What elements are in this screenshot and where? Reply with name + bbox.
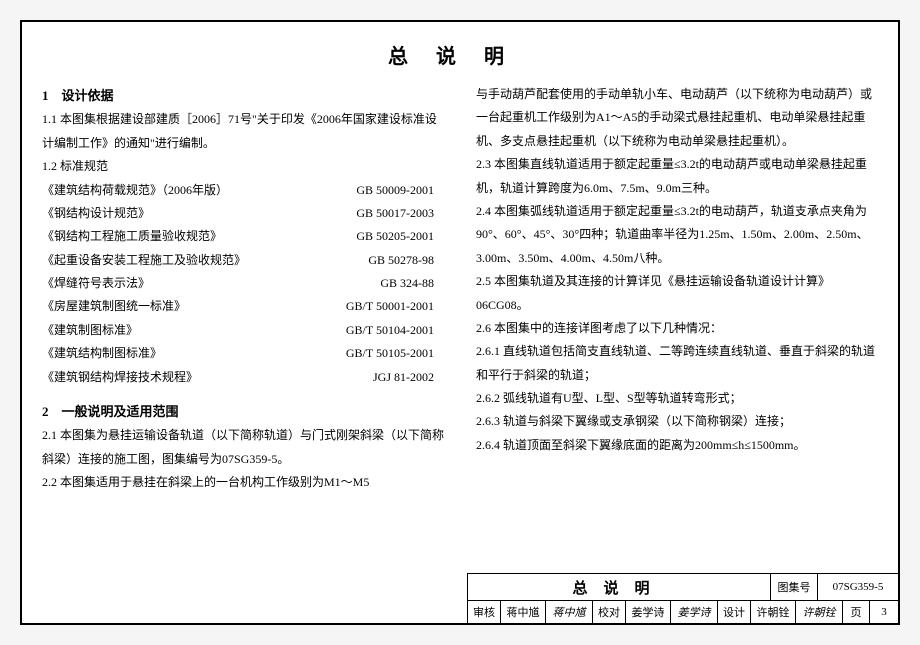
title-block: 总说明 图集号 07SG359-5 审核 蒋中馗 蒋中馗 校对 姜学诗 姜学诗 … xyxy=(467,573,898,623)
title-block-top: 总说明 图集号 07SG359-5 xyxy=(468,574,898,601)
para-1-1: 1.1 本图集根据建设部建质［2006］71号"关于印发《2006年国家建设标准… xyxy=(42,108,444,155)
page-number: 3 xyxy=(870,601,898,623)
standard-row: 《建筑结构制图标准》 GB/T 50105-2001 xyxy=(42,342,444,365)
review-signature: 蒋中馗 xyxy=(546,601,593,623)
standard-code: JGJ 81-2002 xyxy=(373,366,434,389)
para-2-3: 2.3 本图集直线轨道适用于额定起重量≤3.2t的电动葫芦或电动单梁悬挂起重机，… xyxy=(476,153,878,200)
standard-code: GB 50278-98 xyxy=(368,249,434,272)
standard-code: GB 50205-2001 xyxy=(356,225,434,248)
review-name: 蒋中馗 xyxy=(501,601,546,623)
standard-name: 《建筑结构制图标准》 xyxy=(42,342,162,365)
para-2-2: 2.2 本图集适用于悬挂在斜梁上的一台机构工作级别为M1～M5 xyxy=(42,471,444,494)
para-2-4: 2.4 本图集弧线轨道适用于额定起重量≤3.2t的电动葫芦，轨道支承点夹角为90… xyxy=(476,200,878,270)
standard-row: 《焊缝符号表示法》 GB 324-88 xyxy=(42,272,444,295)
review-label: 审核 xyxy=(468,601,501,623)
standard-row: 《建筑结构荷载规范》（2006年版） GB 50009-2001 xyxy=(42,179,444,202)
standard-code: GB 324-88 xyxy=(380,272,434,295)
right-column: 与手动葫芦配套使用的手动单轨小车、电动葫芦（以下统称为电动葫芦）或一台起重机工作… xyxy=(476,83,878,495)
series-label: 图集号 xyxy=(770,574,817,600)
design-name: 许朝铨 xyxy=(751,601,796,623)
standard-name: 《建筑结构荷载规范》（2006年版） xyxy=(42,179,228,202)
standard-code: GB 50017-2003 xyxy=(356,202,434,225)
design-signature: 许朝铨 xyxy=(796,601,843,623)
design-label: 设计 xyxy=(718,601,751,623)
standard-row: 《起重设备安装工程施工及验收规范》 GB 50278-98 xyxy=(42,249,444,272)
standard-row: 《建筑制图标准》 GB/T 50104-2001 xyxy=(42,319,444,342)
standard-name: 《房屋建筑制图统一标准》 xyxy=(42,295,186,318)
content-columns: 1 设计依据 1.1 本图集根据建设部建质［2006］71号"关于印发《2006… xyxy=(42,83,878,495)
standard-row: 《钢结构设计规范》 GB 50017-2003 xyxy=(42,202,444,225)
left-column: 1 设计依据 1.1 本图集根据建设部建质［2006］71号"关于印发《2006… xyxy=(42,83,444,495)
para-2-2-cont: 与手动葫芦配套使用的手动单轨小车、电动葫芦（以下统称为电动葫芦）或一台起重机工作… xyxy=(476,83,878,153)
standard-row: 《钢结构工程施工质量验收规范》 GB 50205-2001 xyxy=(42,225,444,248)
title-block-bottom: 审核 蒋中馗 蒋中馗 校对 姜学诗 姜学诗 设计 许朝铨 许朝铨 页 3 xyxy=(468,601,898,623)
standard-name: 《建筑钢结构焊接技术规程》 xyxy=(42,366,198,389)
standard-row: 《房屋建筑制图统一标准》 GB/T 50001-2001 xyxy=(42,295,444,318)
standard-name: 《钢结构设计规范》 xyxy=(42,202,150,225)
standard-code: GB/T 50104-2001 xyxy=(346,319,434,342)
standard-name: 《焊缝符号表示法》 xyxy=(42,272,150,295)
standard-code: GB/T 50105-2001 xyxy=(346,342,434,365)
section-2-heading: 2 一般说明及适用范围 xyxy=(42,399,444,424)
check-signature: 姜学诗 xyxy=(671,601,718,623)
standard-name: 《建筑制图标准》 xyxy=(42,319,138,342)
para-1-2: 1.2 标准规范 xyxy=(42,155,444,178)
para-2-6-2: 2.6.2 弧线轨道有U型、L型、S型等轨道转弯形式； xyxy=(476,387,878,410)
section-1-heading: 1 设计依据 xyxy=(42,83,444,108)
para-2-6: 2.6 本图集中的连接详图考虑了以下几种情况： xyxy=(476,317,878,340)
series-value: 07SG359-5 xyxy=(817,574,898,600)
standard-code: GB 50009-2001 xyxy=(356,179,434,202)
para-2-6-3: 2.6.3 轨道与斜梁下翼缘或支承钢梁（以下简称钢梁）连接； xyxy=(476,410,878,433)
standard-row: 《建筑钢结构焊接技术规程》 JGJ 81-2002 xyxy=(42,366,444,389)
check-name: 姜学诗 xyxy=(626,601,671,623)
para-2-6-1: 2.6.1 直线轨道包括简支直线轨道、二等跨连续直线轨道、垂直于斜梁的轨道和平行… xyxy=(476,340,878,387)
standard-name: 《钢结构工程施工质量验收规范》 xyxy=(42,225,222,248)
main-title: 总说明 xyxy=(42,40,878,69)
standard-code: GB/T 50001-2001 xyxy=(346,295,434,318)
check-label: 校对 xyxy=(593,601,626,623)
title-block-title: 总说明 xyxy=(468,577,770,598)
para-2-6-4: 2.6.4 轨道顶面至斜梁下翼缘底面的距离为200mm≤h≤1500mm。 xyxy=(476,434,878,457)
para-2-1: 2.1 本图集为悬挂运输设备轨道（以下简称轨道）与门式刚架斜梁（以下简称斜梁）连… xyxy=(42,424,444,471)
page: 总说明 1 设计依据 1.1 本图集根据建设部建质［2006］71号"关于印发《… xyxy=(20,20,900,625)
para-2-5: 2.5 本图集轨道及其连接的计算详见《悬挂运输设备轨道设计计算》06CG08。 xyxy=(476,270,878,317)
page-label: 页 xyxy=(843,601,870,623)
standard-name: 《起重设备安装工程施工及验收规范》 xyxy=(42,249,246,272)
